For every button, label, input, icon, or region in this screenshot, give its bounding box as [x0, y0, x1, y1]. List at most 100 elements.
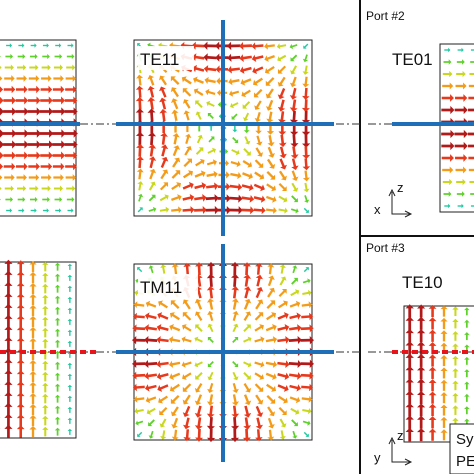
field-arrow-head [292, 435, 298, 439]
field-arrow-head [71, 196, 75, 203]
axis-label-port3-v: z [397, 428, 404, 443]
field-arrow-head [233, 323, 239, 328]
field-arrow-head [267, 263, 275, 268]
field-arrow-shaft [230, 79, 240, 84]
field-arrow-head [215, 41, 220, 51]
field-arrow-shaft [205, 55, 217, 60]
field-arrow-head [29, 326, 37, 331]
field-arrow-shaft [183, 312, 192, 321]
waveguide-outline [439, 43, 474, 213]
field-arrow-head [307, 408, 312, 415]
field-arrow-shaft [172, 406, 179, 415]
field-arrow-head [67, 274, 73, 278]
field-arrow-head [144, 372, 149, 380]
field-arrow-shaft [254, 171, 264, 179]
field-arrow-shaft [208, 312, 214, 322]
field-arrow-head [231, 401, 240, 406]
field-arrow-head [289, 82, 297, 88]
field-arrow-shaft [265, 195, 275, 201]
field-arrow-shaft [254, 325, 263, 332]
axes-port2 [388, 188, 413, 218]
field-arrow-shaft [253, 66, 264, 73]
field-arrow-head [207, 310, 214, 316]
field-arrow-shaft [146, 362, 158, 366]
field-arrow-head [232, 388, 239, 394]
field-arrow-shaft [146, 314, 157, 320]
field-arrow-head [309, 371, 314, 380]
field-arrow-head [156, 360, 161, 369]
field-arrow-head [293, 197, 298, 203]
field-arrow-head [281, 410, 287, 416]
field-arrow-head [29, 392, 37, 397]
field-arrow-head [247, 336, 252, 342]
field-arrow-head [160, 132, 168, 137]
field-arrow-shaft [159, 182, 168, 191]
field-arrow-head [264, 67, 270, 74]
field-arrow-shaft [233, 276, 237, 287]
field-arrow-shaft [254, 77, 264, 85]
field-arrow-head [405, 353, 414, 358]
field-arrow-head [293, 277, 298, 283]
port-titles: Port #2 Port #3 [366, 9, 405, 255]
field-arrow-head [428, 366, 437, 371]
field-arrow-head [308, 301, 313, 309]
field-arrow-head [29, 315, 37, 320]
field-arrow-head [463, 94, 468, 102]
field-arrow-head [161, 156, 169, 162]
field-arrow-head [226, 182, 231, 191]
field-arrow-head [24, 151, 29, 160]
field-arrow-shaft [243, 372, 251, 379]
field-arrow-shaft [149, 87, 155, 98]
field-arrow-head [148, 144, 157, 149]
field-arrow-head [148, 421, 153, 427]
field-arrow-head [278, 119, 286, 124]
field-arrow-head [307, 289, 312, 296]
field-arrow-head [132, 359, 137, 368]
field-arrow-head [265, 106, 273, 111]
field-arrow-head [417, 316, 426, 321]
field-arrow-head [182, 312, 188, 318]
field-arrow-head [464, 344, 470, 348]
field-arrow-shaft [206, 184, 217, 189]
field-arrow-head [227, 53, 232, 62]
field-arrow-head [463, 141, 468, 151]
field-arrow-shaft [291, 65, 298, 74]
field-arrow-head [428, 403, 437, 408]
field-arrow-shaft [268, 265, 273, 275]
field-arrow-head [71, 208, 74, 213]
field-arrow-shaft [290, 407, 299, 414]
field-arrow-shaft [266, 183, 275, 191]
field-arrows [0, 259, 73, 438]
field-arrow-shaft [268, 429, 273, 439]
field-arrow-head [136, 168, 144, 173]
field-arrow-head [0, 186, 2, 191]
field-arrow-shaft [243, 300, 250, 310]
field-arrow-head [449, 70, 453, 78]
field-arrow-head [207, 337, 212, 341]
field-arrow-head [54, 416, 61, 420]
field-arrow-head [34, 53, 38, 60]
field-arrow-head [34, 43, 37, 48]
field-arrow-shaft [267, 88, 274, 98]
field-arrow-shaft [266, 77, 275, 86]
field-arrow-head [282, 300, 288, 307]
field-arrow-shaft [182, 77, 192, 85]
field-arrow-head [239, 66, 245, 74]
field-arrow-shaft [304, 76, 308, 86]
field-arrow-shaft [256, 276, 261, 287]
field-arrow-head [168, 360, 174, 368]
field-arrow-head [47, 185, 51, 192]
field-arrow-shaft [278, 301, 287, 309]
field-arrow-shaft [185, 135, 190, 144]
field-arrow-shaft [195, 325, 203, 332]
field-arrow-head [10, 185, 14, 192]
field-arrow-head [234, 337, 239, 341]
field-arrow-head [144, 359, 149, 369]
field-arrow-shaft [160, 158, 167, 168]
field-arrow-shaft [301, 397, 311, 401]
field-arrow-head [255, 437, 263, 442]
field-arrow-head [4, 358, 13, 363]
field-arrow-head [206, 286, 215, 291]
field-arrow-head [309, 336, 314, 345]
